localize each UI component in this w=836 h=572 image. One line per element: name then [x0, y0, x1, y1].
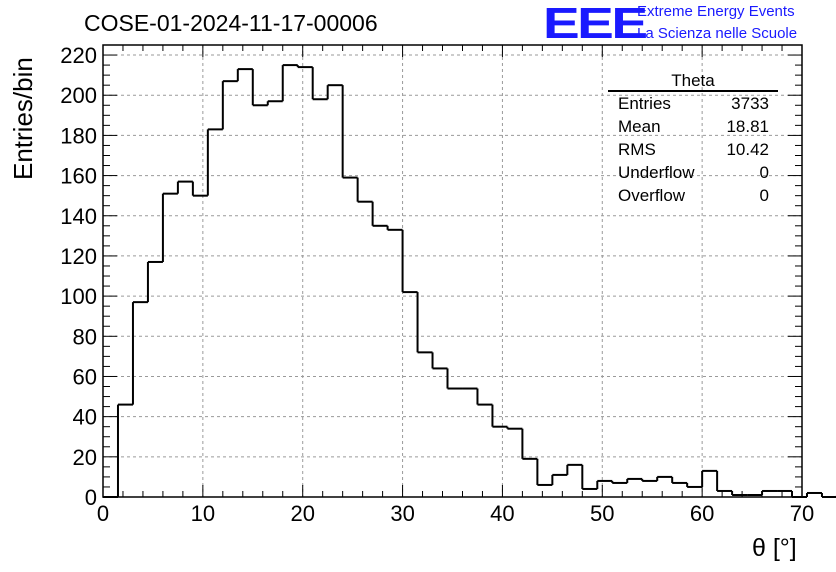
x-tick-label: 50: [590, 501, 614, 526]
x-axis-label: θ [°]: [752, 534, 797, 562]
chart-title: COSE-01-2024-11-17-00006: [84, 10, 378, 36]
logo-line-1: Extreme Energy Events: [637, 3, 795, 20]
stats-label: Mean: [618, 117, 661, 136]
y-axis-label: Entries/bin: [8, 57, 38, 180]
y-tick-label: 0: [85, 485, 97, 510]
x-tick-label: 10: [191, 501, 215, 526]
stats-row-mean: Mean 18.81: [608, 115, 778, 138]
x-tick-label: 60: [690, 501, 714, 526]
stats-title: Theta: [608, 72, 778, 92]
y-tick-label: 180: [60, 123, 97, 148]
plot-frame: [102, 44, 803, 498]
stats-value: 10.42: [726, 140, 769, 159]
y-tick-label: 220: [60, 43, 97, 68]
stats-label: RMS: [618, 140, 656, 159]
x-tick-label: 0: [97, 501, 109, 526]
eee-logo: EEE: [543, 0, 648, 48]
y-tick-label: 140: [60, 204, 97, 229]
x-tick-label: 70: [790, 501, 814, 526]
stats-value: 18.81: [726, 117, 769, 136]
y-tick-label: 200: [60, 83, 97, 108]
y-tick-label: 160: [60, 164, 97, 189]
grid-layer: [103, 45, 802, 497]
stats-label: Overflow: [618, 186, 686, 205]
logo-line-2: La Scienza nelle Scuole: [637, 25, 798, 42]
y-tick-label: 80: [73, 324, 97, 349]
x-tick-label: 40: [490, 501, 514, 526]
stats-row-overflow: Overflow 0: [608, 184, 778, 207]
y-tick-label: 100: [60, 284, 97, 309]
y-tick-label: 120: [60, 244, 97, 269]
x-tick-label: 20: [290, 501, 314, 526]
y-tick-label: 20: [73, 445, 97, 470]
histogram-layer: [103, 64, 836, 498]
axis-layer: 0 10 20 30 40 50 60 70 0 20 40 60 80 100 120 140 160 180 2…: [60, 43, 814, 526]
stats-label: Entries: [618, 94, 671, 113]
stats-label: Underflow: [618, 163, 695, 182]
stats-row-underflow: Underflow 0: [608, 161, 778, 184]
stats-value: 0: [759, 186, 769, 205]
x-tick-label: 30: [390, 501, 414, 526]
stats-value: 0: [759, 163, 769, 182]
y-tick-label: 40: [73, 405, 97, 430]
stats-value: 3733: [731, 94, 769, 113]
stats-row-entries: Entries 3733: [608, 92, 778, 115]
stats-row-rms: RMS 10.42: [608, 138, 778, 161]
stats-box: Theta Entries 3733 Mean 18.81 RMS 10.42 …: [608, 72, 778, 207]
y-tick-label: 60: [73, 364, 97, 389]
